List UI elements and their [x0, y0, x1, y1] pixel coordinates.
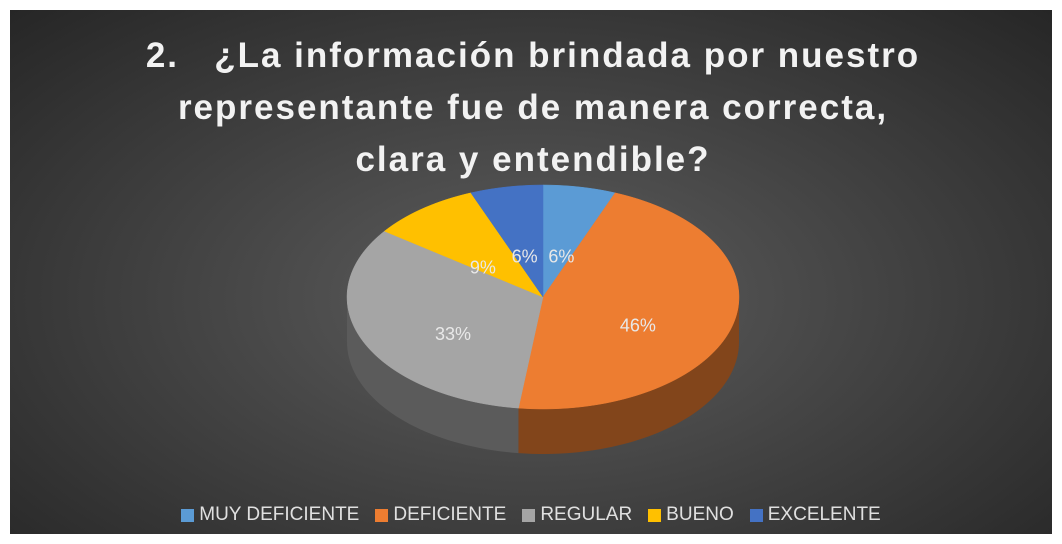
data-label: 33%	[435, 324, 471, 344]
legend-label: MUY DEFICIENTE	[199, 504, 360, 525]
data-label: 46%	[620, 316, 656, 336]
slice	[518, 192, 740, 410]
data-label: 6%	[512, 247, 538, 267]
legend-label: REGULAR	[540, 504, 633, 525]
legend-swatch	[522, 508, 536, 522]
slice	[470, 184, 544, 298]
legend-label: BUENO	[666, 504, 734, 525]
data-label: 6%	[548, 247, 574, 267]
legend-label: DEFICIENTE	[393, 504, 507, 525]
legend-swatch	[375, 508, 389, 522]
slice-side	[518, 297, 739, 454]
legend-item: REGULAR	[522, 504, 632, 526]
legend-swatch	[181, 508, 195, 522]
slice-side	[347, 297, 519, 454]
legend: MUY DEFICIENTE DEFICIENTE REGULAR BUENO EXCE…	[0, 504, 1062, 526]
slice	[383, 192, 544, 298]
chart-title: 2. ¿La información brindada por nuestro …	[145, 36, 932, 179]
legend-swatch	[648, 508, 662, 522]
slice	[542, 184, 616, 298]
slice	[346, 230, 544, 409]
legend-item: MUY DEFICIENTE	[181, 504, 359, 526]
legend-item: DEFICIENTE	[375, 504, 506, 526]
legend-swatch	[749, 508, 763, 522]
data-label: 9%	[470, 258, 496, 278]
legend-item: BUENO	[648, 504, 734, 526]
legend-label: EXCELENTE	[767, 504, 881, 525]
legend-item: EXCELENTE	[749, 504, 881, 526]
